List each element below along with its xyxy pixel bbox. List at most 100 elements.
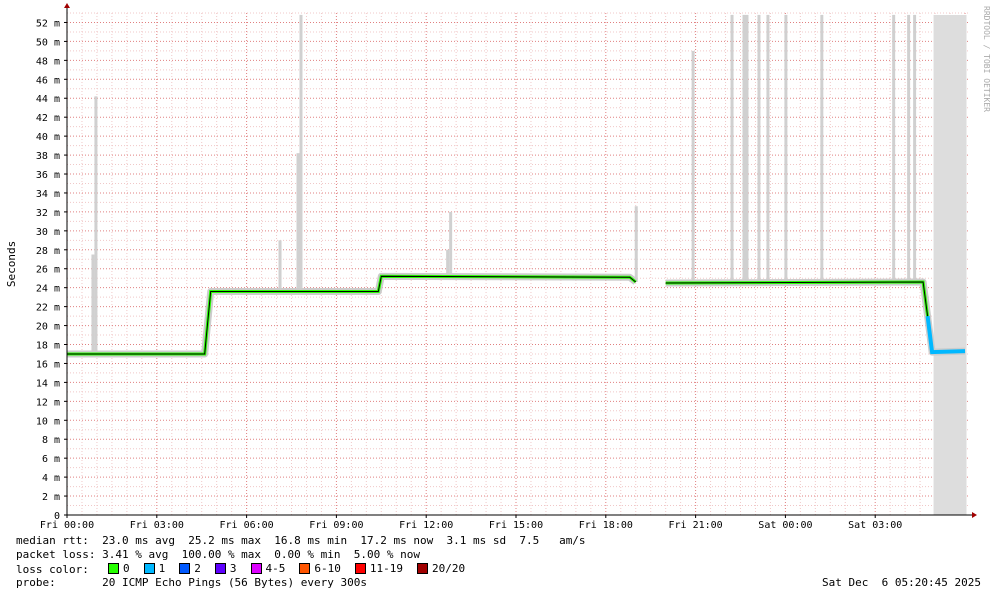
spike-mark [691,50,695,283]
y-tick-label: 14 m [36,378,60,389]
spike-mark [907,14,911,283]
loss-label: packet loss: [16,548,96,561]
loss-region-rect [933,15,967,515]
loss-color-legend: loss color: 0 1 2 3 4-5 6-10 11-19 20/20 [16,562,479,577]
full-loss-region [933,15,967,515]
legend-swatch [179,563,191,574]
legend-label: 11-19 [369,562,403,575]
y-tick-label: 16 m [36,359,60,370]
spike-mark [91,254,95,354]
y-tick-label: 42 m [36,113,60,124]
y-tick-label: 44 m [36,94,60,105]
probe-info: probe: 20 ICMP Echo Pings (56 Bytes) eve… [16,576,367,589]
spike-mark [730,14,734,283]
y-tick-label: 10 m [36,416,60,427]
spike-mark [94,96,98,354]
x-tick-label: Fri 15:00 [489,520,543,531]
legend-label: 4-5 [265,562,286,575]
spikes [91,14,917,354]
x-tick-label: Sat 00:00 [758,520,812,531]
legend-swatch [108,563,119,574]
legend-item: 2 [179,562,201,575]
y-tick-label: 40 m [36,132,60,143]
x-tick-labels: Fri 00:00 Fri 03:00 Fri 06:00 Fri 09:00 Fri … [40,520,902,531]
y-tick-label: 24 m [36,284,60,295]
x-tick-label: Fri 18:00 [579,520,633,531]
legend-swatch [354,563,366,574]
spike-mark [757,14,761,283]
legend-label: 20/20 [432,562,466,575]
legend-label: 1 [158,562,166,575]
legend-swatch [214,563,226,574]
y-tick-label: 30 m [36,227,60,238]
y-tick-label: 50 m [36,37,60,48]
legend-swatch [417,563,428,574]
grid [66,12,968,515]
y-tick-label: 48 m [36,56,60,67]
rtt-band [67,272,966,358]
loss-stats: packet loss: 3.41 % avg 100.00 % max 0.0… [16,548,420,561]
y-tick-label: 52 m [36,18,60,29]
spike-mark [278,240,282,292]
spike-mark [446,249,450,277]
x-tick-label: Fri 00:00 [40,520,94,531]
y-axis-arrow [64,3,70,8]
y-tick-label: 20 m [36,322,60,333]
legend-label: 3 [229,562,237,575]
median-line [67,274,966,356]
spike-mark [820,14,824,283]
x-tick-label: Fri 21:00 [669,520,723,531]
legend-item: 3 [214,562,237,575]
median-line-core [67,275,637,355]
y-tick-label: 26 m [36,265,60,276]
probe-value: 20 ICMP Echo Pings (56 Bytes) every 300s [102,576,368,589]
y-tick-label: 0 [54,511,60,522]
spike-mark [296,153,300,292]
legend-swatch [250,563,262,574]
legend-label: 0 [123,562,130,575]
rtt-values: 23.0 ms avg 25.2 ms max 16.8 ms min 17.2… [102,534,586,547]
rtt-label: median rtt: [16,534,89,547]
loss-color-label: loss color: [16,563,89,576]
timestamp: Sat Dec 6 05:20:45 2025 [822,576,981,589]
spike-mark [913,14,917,283]
spike-mark [784,14,788,283]
y-tick-label: 34 m [36,189,60,200]
legend-item: 6-10 [299,562,341,575]
legend-swatch [143,563,155,574]
x-tick-label: Fri 09:00 [309,520,363,531]
y-tick-label: 6 m [42,454,60,465]
y-tick-label: 46 m [36,75,60,86]
axes [64,3,977,518]
y-tick-label: 2 m [42,492,60,503]
x-tick-label: Sat 03:00 [848,520,902,531]
spike-mark [742,14,746,283]
spike-mark [745,14,749,283]
spike-mark [892,14,896,283]
x-tick-label: Fri 06:00 [220,520,274,531]
x-axis-arrow [972,512,977,518]
legend-item: 0 [108,562,130,575]
watermark: RRDTOOL / TOBI OETIKER [982,6,991,112]
legend-label: 6-10 [314,562,341,575]
median-tail-loss [925,315,966,355]
y-tick-label: 28 m [36,246,60,257]
probe-label: probe: [16,576,56,589]
latency-chart: 0 2 m 4 m 6 m 8 m 10 m 12 m 14 m 16 m 18 m 20 m 22 … [5,3,977,531]
x-tick-label: Fri 12:00 [399,520,453,531]
y-tick-label: 12 m [36,397,60,408]
spike-mark [449,211,453,277]
legend-items: 0 1 2 3 4-5 6-10 11-19 20/20 [108,562,479,577]
spike-mark [299,14,303,292]
y-tick-label: 18 m [36,341,60,352]
y-axis-label: Seconds [5,241,18,287]
loss-values: 3.41 % avg 100.00 % max 0.00 % min 5.00 … [102,548,420,561]
legend-label: 2 [194,562,201,575]
legend-item: 11-19 [354,562,403,575]
y-tick-label: 22 m [36,303,60,314]
legend-item: 4-5 [250,562,286,575]
legend-swatch [299,563,311,574]
y-tick-label: 36 m [36,170,60,181]
rtt-stats: median rtt: 23.0 ms avg 25.2 ms max 16.8… [16,534,586,547]
y-tick-label: 38 m [36,151,60,162]
